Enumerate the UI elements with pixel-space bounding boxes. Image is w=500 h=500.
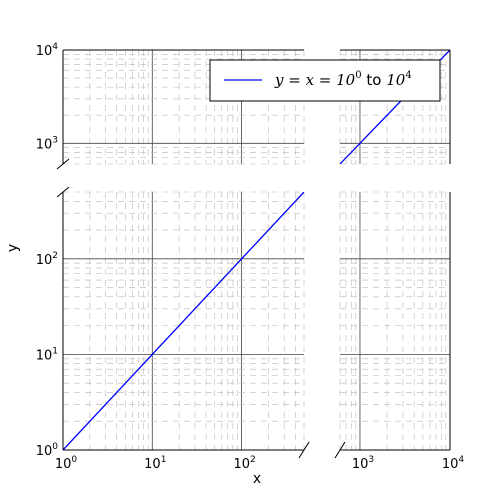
x-break-mark (298, 441, 310, 459)
panel-bottom-right (339, 191, 451, 451)
x-tick-label: 103 (352, 455, 374, 472)
x-tick-label: 102 (233, 455, 255, 472)
y-break-mark (56, 186, 70, 198)
y-tick-label: 103 (36, 135, 58, 152)
x-break-mark (334, 441, 346, 459)
panel-bottom-left (62, 191, 305, 451)
y-tick-label: 102 (36, 251, 58, 268)
x-tick-label: 100 (55, 455, 78, 472)
y-tick-label: 101 (36, 346, 58, 363)
grid (62, 191, 305, 451)
legend-entry-label: y = x = 100 to 104 (274, 70, 412, 89)
x-tick-label: 101 (144, 455, 166, 472)
y-break-mark (56, 158, 70, 170)
y-tick-label: 104 (36, 42, 59, 59)
x-axis-label: x (253, 471, 261, 487)
x-tick-label: 104 (442, 455, 465, 472)
y-axis-label: y (5, 244, 21, 252)
series-line (63, 192, 304, 450)
grid (339, 191, 451, 451)
series-line (340, 50, 450, 164)
legend: y = x = 100 to 104 (209, 59, 441, 102)
axis-break-marks (56, 158, 346, 459)
y-tick-label: 100 (36, 442, 59, 459)
